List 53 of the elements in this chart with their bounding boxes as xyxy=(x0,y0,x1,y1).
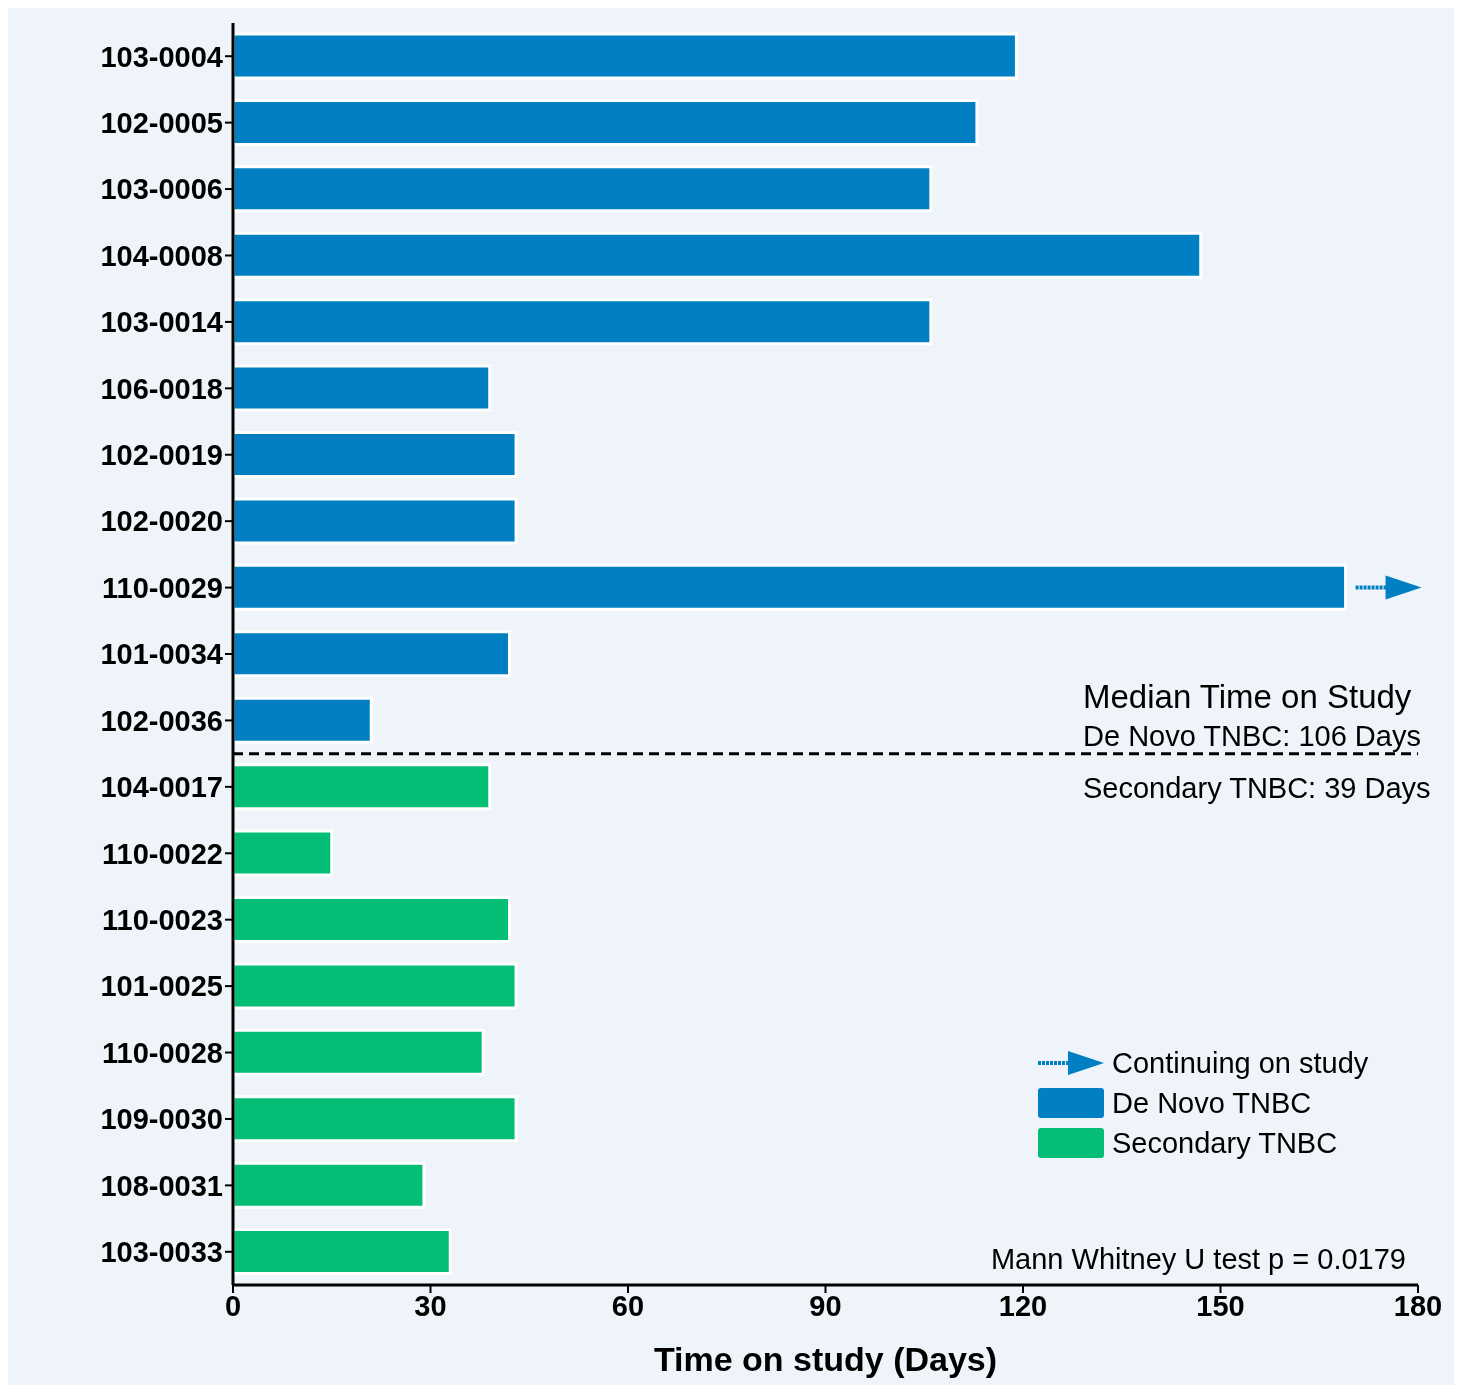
y-tick-label: 103-0006 xyxy=(100,173,223,206)
y-tick-label: 103-0033 xyxy=(100,1236,223,1269)
bar xyxy=(233,298,933,346)
bar xyxy=(233,763,492,811)
bar xyxy=(233,431,518,479)
bar xyxy=(233,32,1018,80)
bar xyxy=(233,895,511,943)
y-tick-label: 104-0017 xyxy=(100,771,223,804)
x-tick-label: 150 xyxy=(1196,1289,1245,1322)
y-tick-label: 104-0008 xyxy=(100,239,223,272)
y-tick-label: 108-0031 xyxy=(100,1169,223,1202)
bar xyxy=(233,231,1203,279)
y-tick-label: 103-0014 xyxy=(100,306,223,339)
x-tick-label: 180 xyxy=(1393,1289,1443,1322)
bar xyxy=(233,98,979,146)
y-tick-label: 110-0028 xyxy=(102,1036,223,1069)
annotation: De Novo TNBC: 106 Days xyxy=(1083,720,1421,752)
bar xyxy=(233,1095,518,1143)
annotation: Continuing on study xyxy=(1112,1046,1369,1080)
y-tick-label: 102-0020 xyxy=(100,505,223,538)
y-tick-label: 102-0019 xyxy=(100,439,223,472)
x-tick-label: 30 xyxy=(414,1289,447,1322)
y-tick-label: 110-0022 xyxy=(102,837,223,870)
y-tick-label: 110-0023 xyxy=(102,903,223,936)
bar xyxy=(233,962,518,1010)
x-tick-label: 0 xyxy=(224,1289,242,1322)
bar xyxy=(233,829,334,877)
y-tick-label: 103-0004 xyxy=(100,40,223,73)
y-tick-label: 110-0029 xyxy=(102,571,223,604)
y-tick-label: 106-0018 xyxy=(100,372,223,405)
x-tick-label: 90 xyxy=(809,1289,842,1322)
legend-label: Secondary TNBC xyxy=(1112,1126,1338,1160)
x-tick-label: 120 xyxy=(998,1289,1048,1322)
bar xyxy=(233,563,1348,611)
bar xyxy=(233,1028,485,1076)
bar xyxy=(233,1161,426,1209)
annotation: Secondary TNBC: 39 Days xyxy=(1083,772,1431,804)
y-tick-label: 109-0030 xyxy=(100,1103,223,1136)
y-tick-label: 102-0036 xyxy=(100,704,223,737)
x-tick-label: 60 xyxy=(611,1289,645,1322)
legend-label: De Novo TNBC xyxy=(1112,1086,1312,1120)
bar xyxy=(233,630,511,678)
bar xyxy=(233,1228,452,1276)
y-tick-label: 101-0025 xyxy=(100,970,223,1003)
bar xyxy=(233,696,373,744)
y-tick-label: 101-0034 xyxy=(100,638,223,671)
annotation: Mann Whitney U test p = 0.0179 xyxy=(990,1243,1406,1275)
y-tick-label: 102-0005 xyxy=(100,106,223,139)
x-axis-title: Time on study (Days) xyxy=(653,1340,998,1378)
bar xyxy=(233,165,933,213)
bar xyxy=(233,364,492,412)
annotation: Median Time on Study xyxy=(1083,678,1412,715)
bar xyxy=(233,497,518,545)
